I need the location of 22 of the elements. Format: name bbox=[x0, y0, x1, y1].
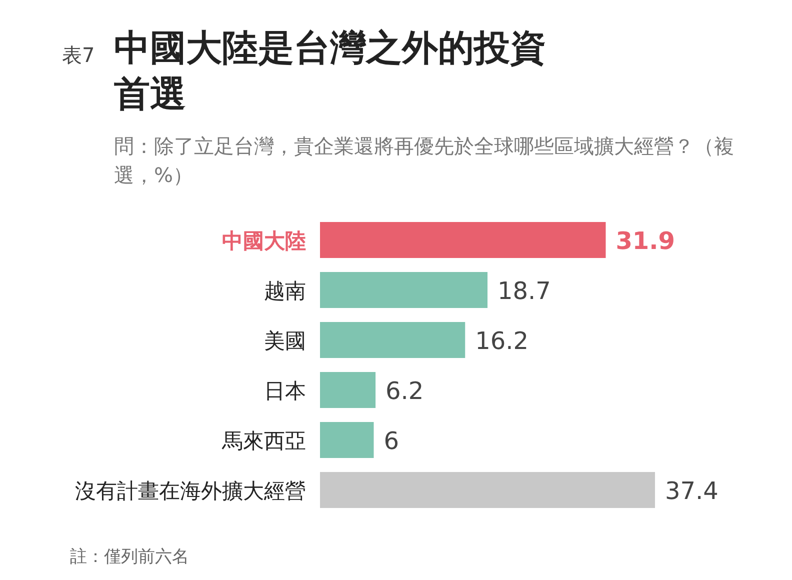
y-tick-label: 中國大陸 bbox=[222, 229, 306, 253]
data-label: 18.7 bbox=[498, 277, 551, 305]
data-label: 16.2 bbox=[475, 327, 529, 355]
text: 表7 bbox=[62, 42, 95, 69]
bar bbox=[320, 472, 655, 508]
data-label: 6 bbox=[384, 427, 400, 455]
data-label: 6.2 bbox=[386, 377, 424, 405]
bar bbox=[320, 322, 466, 358]
chart-subtitle: 問：除了立足台灣，貴企業還將再優先於全球哪些區域擴大經營？（複選，%） bbox=[114, 133, 735, 189]
text: 註：僅列前六名 bbox=[70, 546, 189, 568]
bar bbox=[320, 272, 488, 308]
bar bbox=[320, 372, 376, 408]
y-tick-label: 美國 bbox=[264, 329, 306, 353]
bar bbox=[320, 222, 606, 258]
y-tick-label: 日本 bbox=[264, 379, 306, 403]
bar bbox=[320, 422, 374, 458]
data-label: 37.4 bbox=[665, 477, 718, 505]
chart-title: 中國大陸是台灣之外的投資首選 bbox=[114, 27, 547, 117]
y-tick-label: 越南 bbox=[264, 279, 306, 303]
y-tick-label: 馬來西亞 bbox=[221, 429, 306, 453]
data-label: 31.9 bbox=[616, 227, 675, 255]
y-tick-label: 沒有計畫在海外擴大經營 bbox=[75, 479, 306, 503]
